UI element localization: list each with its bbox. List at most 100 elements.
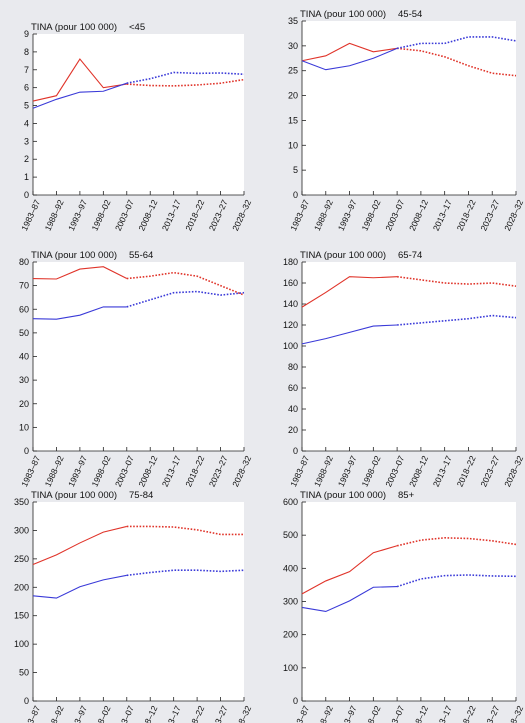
x-tick-label: 2023–27 xyxy=(207,198,230,232)
series-1-observed-line xyxy=(301,276,398,308)
series-1-projected-line xyxy=(396,537,517,547)
y-tick-label: 4 xyxy=(24,118,29,128)
chart-subtitle: 55-64 xyxy=(129,250,153,261)
y-tick-label: 160 xyxy=(283,278,298,288)
y-tick-label: 140 xyxy=(283,299,298,309)
plot-area xyxy=(302,502,516,701)
series-2-projected-line xyxy=(396,574,517,588)
series-1-projected-line xyxy=(126,78,245,87)
x-tick-label: 1993–97 xyxy=(66,704,89,723)
y-tick-label: 20 xyxy=(19,399,29,409)
chart-title: TINA (pour 100 000) xyxy=(31,22,117,33)
chart-subtitle: 85+ xyxy=(398,490,415,501)
series-1-projected-line xyxy=(397,47,517,77)
y-tick-label: 7 xyxy=(24,65,29,75)
series-2-observed-line xyxy=(32,82,127,109)
x-tick-label: 2028–32 xyxy=(502,198,525,232)
chart-title: TINA (pour 100 000) xyxy=(300,250,386,261)
y-tick-label: 150 xyxy=(14,611,29,621)
y-tick-label: 5 xyxy=(24,101,29,111)
y-tick-label: 400 xyxy=(283,563,298,573)
x-tick-label: 2018–22 xyxy=(183,704,206,723)
y-tick-label: 6 xyxy=(24,83,29,93)
x-tick-label: 1993–97 xyxy=(336,454,359,488)
x-tick-label: 2028–32 xyxy=(230,704,253,723)
x-tick-label: 2023–27 xyxy=(207,454,230,488)
y-tick-label: 30 xyxy=(288,41,298,51)
plot-area xyxy=(302,21,516,195)
series-1-projected-line xyxy=(126,271,245,296)
x-tick-label: 1993–97 xyxy=(336,198,359,232)
y-tick-label: 120 xyxy=(283,320,298,330)
y-tick-label: 60 xyxy=(19,304,29,314)
x-tick-label: 1993–97 xyxy=(66,454,89,488)
y-tick-label: 100 xyxy=(14,639,29,649)
series-2-projected-line xyxy=(126,569,245,577)
x-tick-label: 2013–17 xyxy=(431,454,454,488)
series-2-projected-line xyxy=(396,36,517,50)
y-tick-label: 10 xyxy=(288,140,298,150)
y-tick-label: 50 xyxy=(19,668,29,678)
y-tick-label: 0 xyxy=(24,190,29,200)
x-tick-label: 2018–22 xyxy=(183,454,206,488)
x-tick-label: 2023–27 xyxy=(478,454,501,488)
x-tick-label: 2013–17 xyxy=(160,198,183,232)
y-tick-label: 350 xyxy=(14,497,29,507)
y-tick-label: 15 xyxy=(288,115,298,125)
x-tick-label: 1983–87 xyxy=(19,198,42,232)
y-tick-label: 100 xyxy=(283,341,298,351)
x-tick-label: 1983–87 xyxy=(288,704,311,723)
x-tick-label: 2008–12 xyxy=(407,454,430,488)
x-tick-label: 1983–87 xyxy=(19,454,42,488)
y-tick-label: 200 xyxy=(283,630,298,640)
x-tick-label: 2018–22 xyxy=(455,198,478,232)
y-tick-label: 30 xyxy=(19,375,29,385)
x-tick-label: 1993–97 xyxy=(66,198,89,232)
x-tick-label: 2023–27 xyxy=(478,198,501,232)
x-tick-label: 2013–17 xyxy=(160,704,183,723)
chart-subtitle: 45-54 xyxy=(398,9,422,20)
x-tick-label: 2013–17 xyxy=(160,454,183,488)
chart-title: TINA (pour 100 000) xyxy=(300,490,386,501)
y-tick-label: 80 xyxy=(288,362,298,372)
series-1-observed-line xyxy=(32,266,128,280)
x-tick-label: 2013–17 xyxy=(431,704,454,723)
series-2-observed-line xyxy=(301,586,398,613)
y-tick-label: 180 xyxy=(283,257,298,267)
series-2-projected-line xyxy=(126,290,245,308)
chart-panel-4: TINA (pour 100 000) 65-74 0 20 40 60 80 100 120 1… xyxy=(283,250,525,488)
y-tick-label: 60 xyxy=(288,383,298,393)
x-tick-label: 2018–22 xyxy=(455,704,478,723)
x-tick-label: 1998–02 xyxy=(359,704,382,723)
y-tick-label: 1 xyxy=(24,172,29,182)
series-1-observed-line xyxy=(32,58,127,102)
x-tick-label: 2003–07 xyxy=(113,704,136,723)
x-tick-label: 1988–92 xyxy=(312,704,335,723)
x-tick-label: 2003–07 xyxy=(113,454,136,488)
series-2-projected-line xyxy=(126,71,245,84)
chart-panel-2: TINA (pour 100 000) 45-54 0 5 10 15 20 25 30 35 19… xyxy=(288,9,525,232)
y-tick-label: 80 xyxy=(19,257,29,267)
y-tick-label: 0 xyxy=(293,190,298,200)
x-tick-label: 2023–27 xyxy=(478,704,501,723)
chart-title: TINA (pour 100 000) xyxy=(300,9,386,20)
x-tick-label: 1988–92 xyxy=(43,704,66,723)
x-tick-label: 1998–02 xyxy=(359,198,382,232)
plot-area xyxy=(302,262,516,451)
y-tick-label: 40 xyxy=(288,404,298,414)
y-tick-label: 50 xyxy=(19,328,29,338)
chart-title: TINA (pour 100 000) xyxy=(31,490,117,501)
x-tick-label: 2018–22 xyxy=(455,454,478,488)
y-tick-label: 5 xyxy=(293,165,298,175)
y-tick-label: 20 xyxy=(288,425,298,435)
y-tick-label: 40 xyxy=(19,352,29,362)
x-tick-label: 2003–07 xyxy=(383,704,406,723)
x-tick-label: 2028–32 xyxy=(502,454,525,488)
y-tick-label: 0 xyxy=(24,696,29,706)
x-tick-label: 1998–02 xyxy=(89,704,112,723)
y-tick-label: 3 xyxy=(24,136,29,146)
y-tick-label: 2 xyxy=(24,154,29,164)
series-1-observed-line xyxy=(32,525,127,566)
y-tick-label: 20 xyxy=(288,91,298,101)
